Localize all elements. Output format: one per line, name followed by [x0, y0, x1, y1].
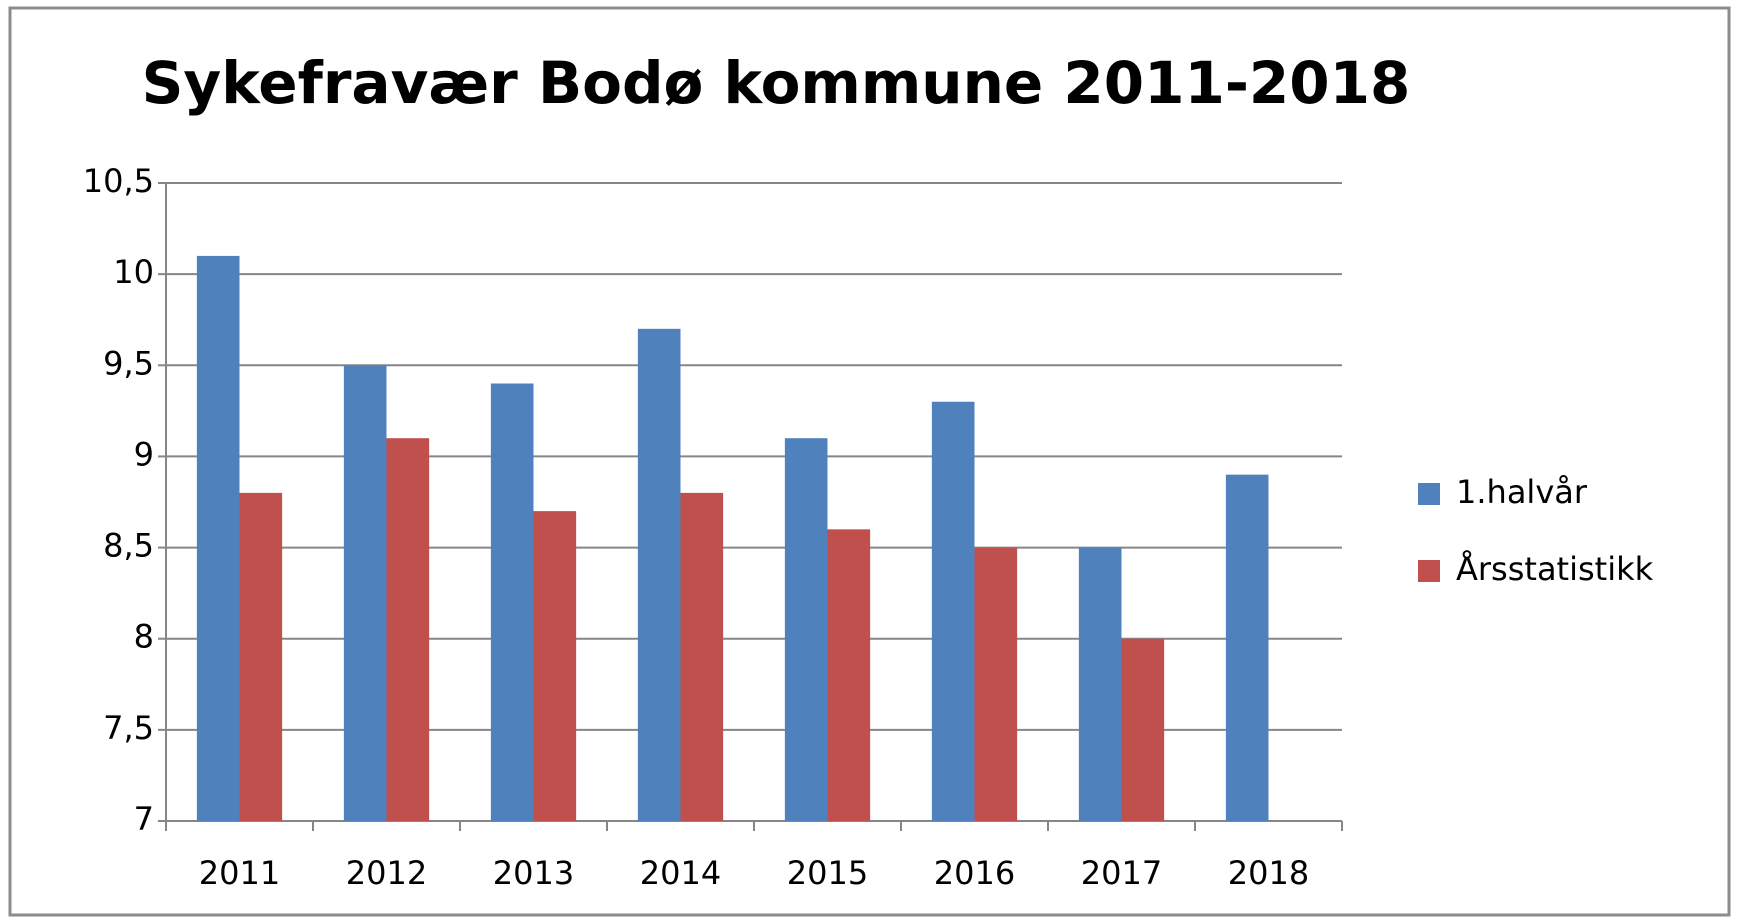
- y-tick-label: 9: [134, 435, 154, 473]
- x-tick-label: 2017: [1081, 854, 1162, 892]
- bar: [1121, 638, 1165, 821]
- bar: [680, 492, 724, 821]
- bar: [533, 511, 577, 821]
- x-tick-label: 2018: [1228, 854, 1309, 892]
- x-tick-label: 2012: [346, 854, 427, 892]
- bar: [386, 438, 430, 821]
- bar: [1225, 474, 1269, 821]
- y-tick-label: 7,5: [103, 709, 154, 747]
- x-tick-label: 2015: [787, 854, 868, 892]
- bar: [1078, 547, 1122, 821]
- bar: [196, 255, 240, 821]
- bar: [490, 383, 534, 821]
- bar: [343, 365, 387, 821]
- y-tick-label: 9,5: [103, 344, 154, 382]
- bar: [784, 438, 828, 821]
- x-tick-label: 2013: [493, 854, 574, 892]
- y-tick-label: 8: [134, 618, 154, 656]
- y-tick-label: 10: [113, 253, 154, 291]
- legend-label: Årsstatistikk: [1456, 550, 1654, 588]
- y-tick-label: 8,5: [103, 527, 154, 565]
- legend-swatch: [1418, 560, 1440, 582]
- bar: [827, 529, 871, 821]
- bar: [931, 401, 975, 821]
- legend-swatch: [1418, 483, 1440, 505]
- y-tick-label: 7: [134, 800, 154, 838]
- x-tick-label: 2016: [934, 854, 1015, 892]
- bar: [637, 328, 681, 821]
- y-tick-label: 10,5: [83, 162, 154, 200]
- bar: [974, 547, 1018, 821]
- x-tick-label: 2011: [199, 854, 280, 892]
- chart-title: Sykefravær Bodø kommune 2011-2018: [142, 49, 1411, 117]
- x-tick-label: 2014: [640, 854, 721, 892]
- bar: [239, 492, 283, 821]
- legend-label: 1.halvår: [1456, 473, 1588, 511]
